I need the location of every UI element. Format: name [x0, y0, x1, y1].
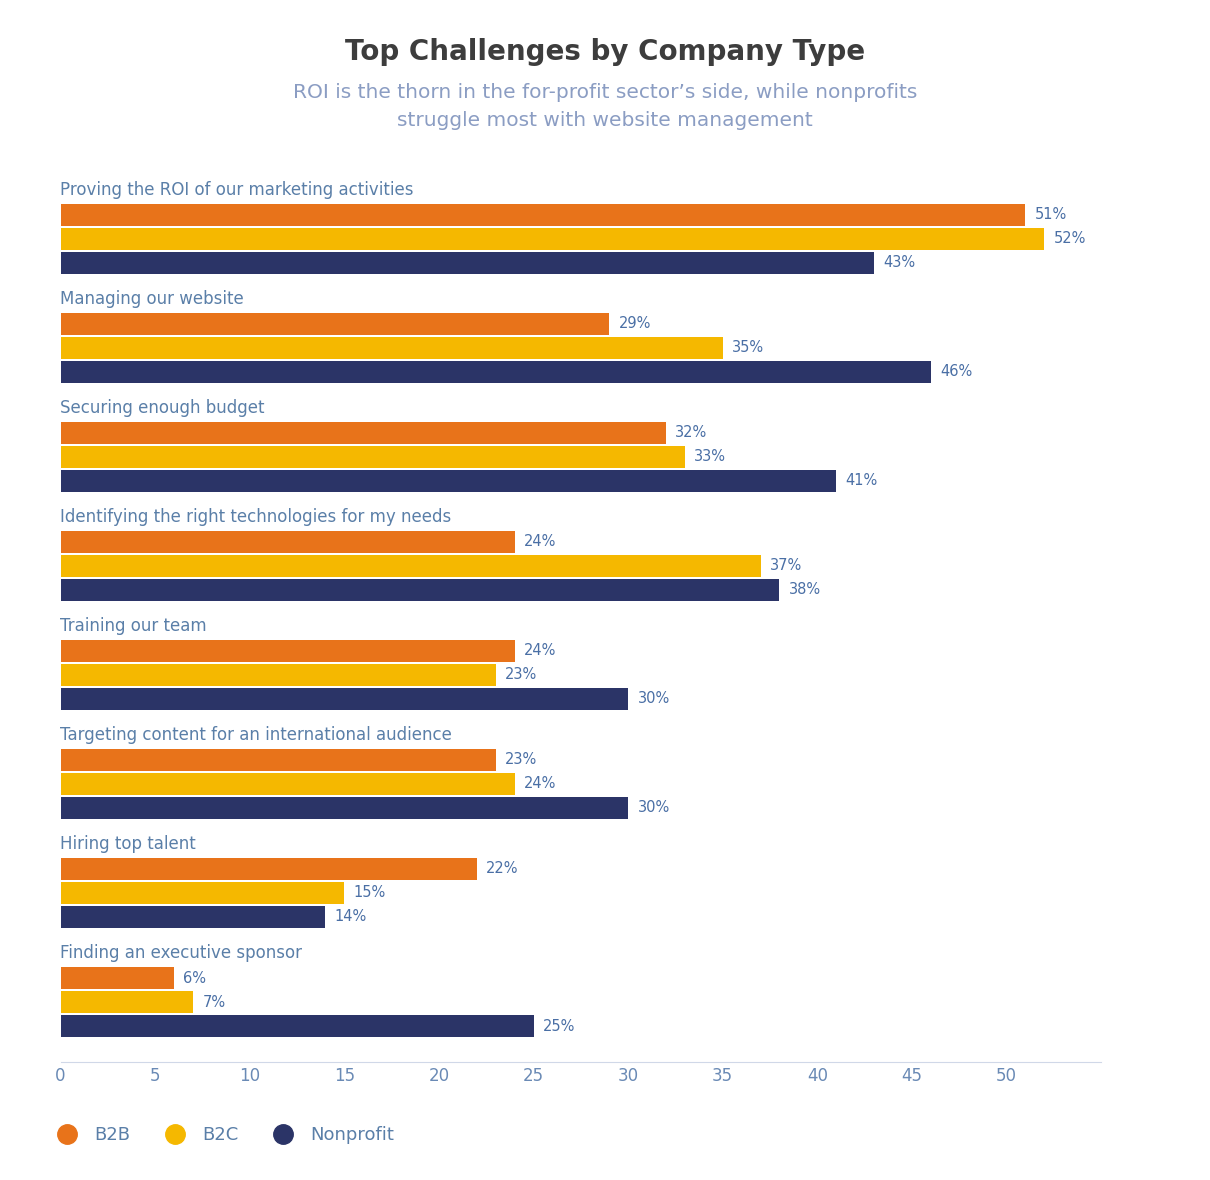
Bar — [60, 991, 192, 1014]
Bar — [60, 749, 496, 771]
Bar — [60, 555, 761, 577]
Text: ROI is the thorn in the for-profit sector’s side, while nonprofits
struggle most: ROI is the thorn in the for-profit secto… — [293, 83, 917, 130]
Text: 24%: 24% — [524, 776, 557, 792]
Text: 24%: 24% — [524, 643, 557, 658]
Text: 35%: 35% — [732, 340, 765, 355]
Text: Top Challenges by Company Type: Top Challenges by Company Type — [345, 38, 865, 66]
Text: 23%: 23% — [505, 668, 537, 682]
Bar — [60, 336, 722, 359]
Bar — [60, 251, 874, 274]
Bar — [60, 421, 666, 444]
Bar — [60, 773, 514, 795]
Text: 37%: 37% — [770, 558, 802, 573]
Bar — [60, 966, 174, 989]
Bar — [60, 906, 325, 927]
Bar — [60, 796, 628, 819]
Bar — [60, 688, 628, 710]
Text: 24%: 24% — [524, 535, 557, 550]
Bar — [60, 204, 1025, 225]
Text: Managing our website: Managing our website — [60, 290, 244, 308]
Text: 7%: 7% — [202, 995, 225, 1010]
Text: 23%: 23% — [505, 753, 537, 767]
Text: Targeting content for an international audience: Targeting content for an international a… — [60, 727, 453, 745]
Bar — [60, 664, 496, 686]
Text: Training our team: Training our team — [60, 617, 207, 635]
Bar — [60, 578, 779, 601]
Bar — [60, 446, 685, 467]
Text: 30%: 30% — [638, 691, 670, 707]
Bar — [60, 361, 930, 382]
Text: Finding an executive sponsor: Finding an executive sponsor — [60, 944, 302, 963]
Bar — [60, 531, 514, 553]
Bar — [60, 228, 1044, 250]
Bar — [60, 858, 477, 880]
Text: 52%: 52% — [1054, 231, 1087, 247]
Legend: B2B, B2C, Nonprofit: B2B, B2C, Nonprofit — [48, 1127, 394, 1145]
Bar — [60, 313, 609, 335]
Text: Securing enough budget: Securing enough budget — [60, 399, 265, 418]
Text: 6%: 6% — [184, 970, 207, 985]
Text: 25%: 25% — [543, 1018, 575, 1034]
Text: 22%: 22% — [486, 861, 519, 877]
Text: 38%: 38% — [789, 582, 822, 597]
Bar — [60, 881, 345, 904]
Bar — [60, 470, 836, 492]
Text: 51%: 51% — [1035, 208, 1067, 222]
Text: 46%: 46% — [940, 365, 973, 379]
Text: 30%: 30% — [638, 800, 670, 815]
Bar — [60, 1015, 534, 1037]
Text: Proving the ROI of our marketing activities: Proving the ROI of our marketing activit… — [60, 181, 414, 199]
Text: Hiring top talent: Hiring top talent — [60, 835, 196, 853]
Text: 29%: 29% — [618, 316, 651, 332]
Text: 43%: 43% — [883, 255, 916, 270]
Text: 32%: 32% — [675, 425, 708, 440]
Text: 33%: 33% — [695, 450, 726, 464]
Text: Identifying the right technologies for my needs: Identifying the right technologies for m… — [60, 509, 451, 526]
Text: 15%: 15% — [353, 885, 386, 900]
Text: 14%: 14% — [335, 910, 367, 924]
Bar — [60, 640, 514, 662]
Text: 41%: 41% — [846, 473, 878, 489]
